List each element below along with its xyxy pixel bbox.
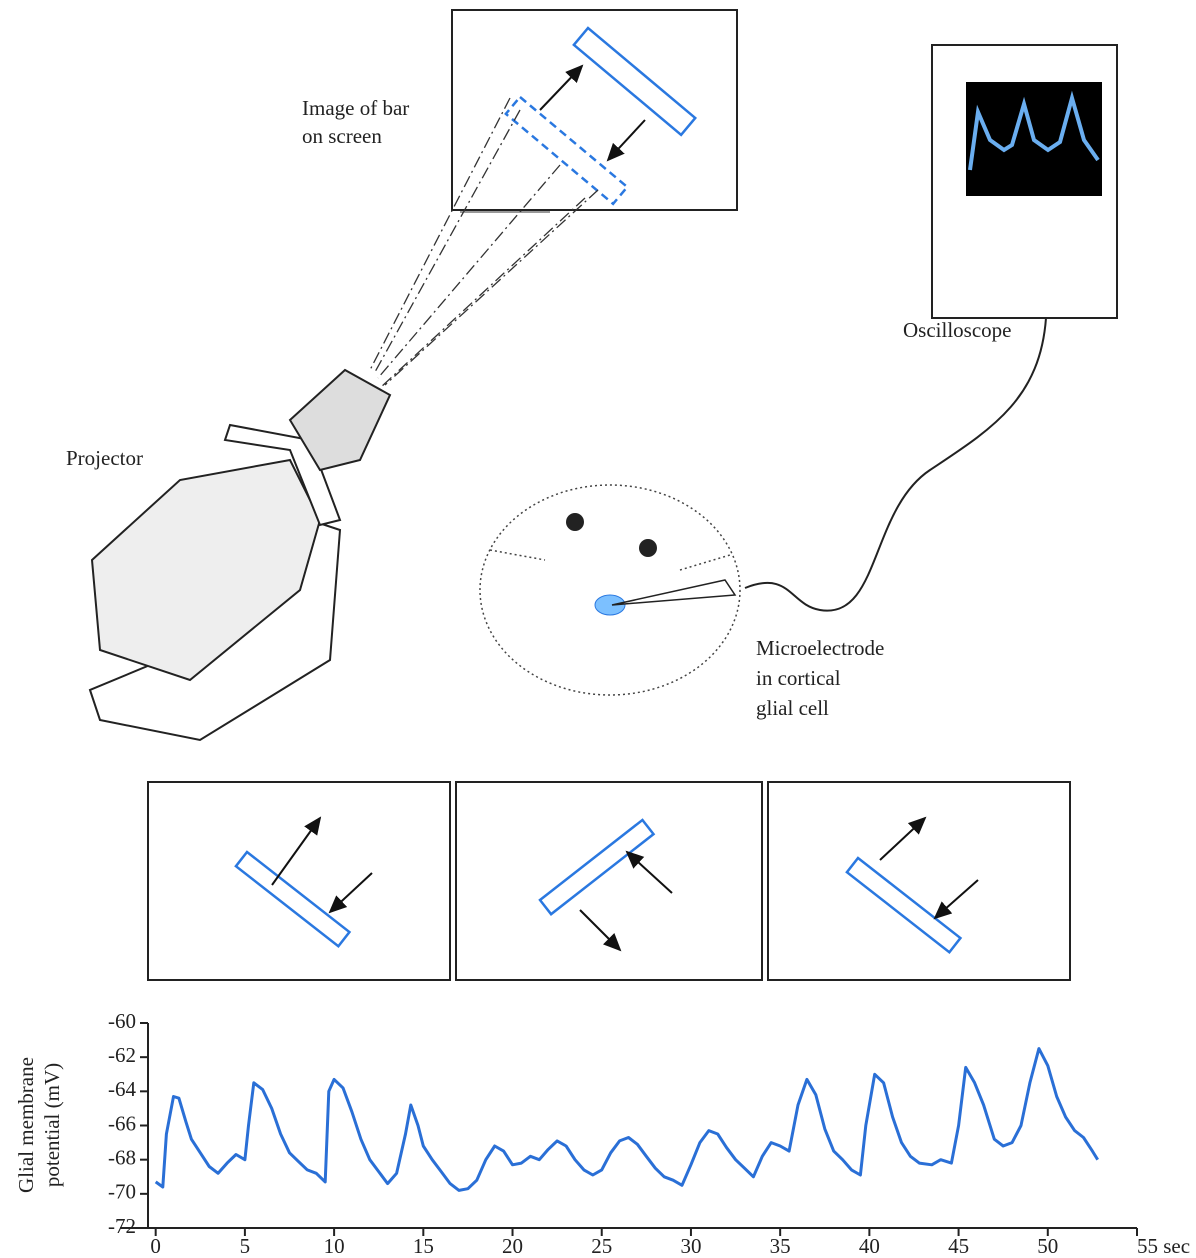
x-tick-label: 45 [948, 1234, 969, 1258]
y-tick-label: -68 [108, 1145, 136, 1169]
label: on screen [302, 124, 382, 148]
x-tick-label: 25 [591, 1234, 612, 1258]
x-tick-label: 20 [502, 1234, 523, 1258]
y-tick-label: -62 [108, 1043, 136, 1067]
y-tick-label: -66 [108, 1111, 136, 1135]
projector [90, 370, 390, 740]
x-tick-label: 0 [150, 1234, 161, 1258]
label: Image of bar [302, 96, 409, 120]
y-axis-label: potential (mV) [40, 1063, 64, 1187]
y-axis-label: Glial membrane [14, 1057, 38, 1193]
x-tick-label: 15 [413, 1234, 434, 1258]
figure: Image of bar on screen Oscilloscope Proj… [0, 0, 1196, 1258]
x-tick-label: 30 [680, 1234, 701, 1258]
y-tick-label: -72 [108, 1214, 136, 1238]
label: Microelectrode [756, 636, 884, 660]
y-tick-label: -64 [108, 1077, 136, 1101]
x-tick-label: 10 [324, 1234, 345, 1258]
illustration: Image of bar on screen Oscilloscope Proj… [66, 10, 1117, 740]
chart: Glial membrane potential (mV) -60 -62 -64 -… [14, 1009, 1190, 1258]
stimulus-panels [148, 782, 1070, 980]
x-tick-label: 55 sec [1137, 1234, 1190, 1258]
label: glial cell [756, 696, 829, 720]
trace [156, 1049, 1098, 1191]
label: in cortical [756, 666, 841, 690]
x-tick-label: 50 [1037, 1234, 1058, 1258]
x-tick-label: 5 [240, 1234, 251, 1258]
label: Oscilloscope [903, 318, 1011, 342]
label: Projector [66, 446, 143, 470]
y-tick-label: -60 [108, 1009, 136, 1033]
y-tick-label: -70 [108, 1180, 136, 1204]
x-tick-label: 35 [770, 1234, 791, 1258]
x-tick-label: 40 [859, 1234, 880, 1258]
